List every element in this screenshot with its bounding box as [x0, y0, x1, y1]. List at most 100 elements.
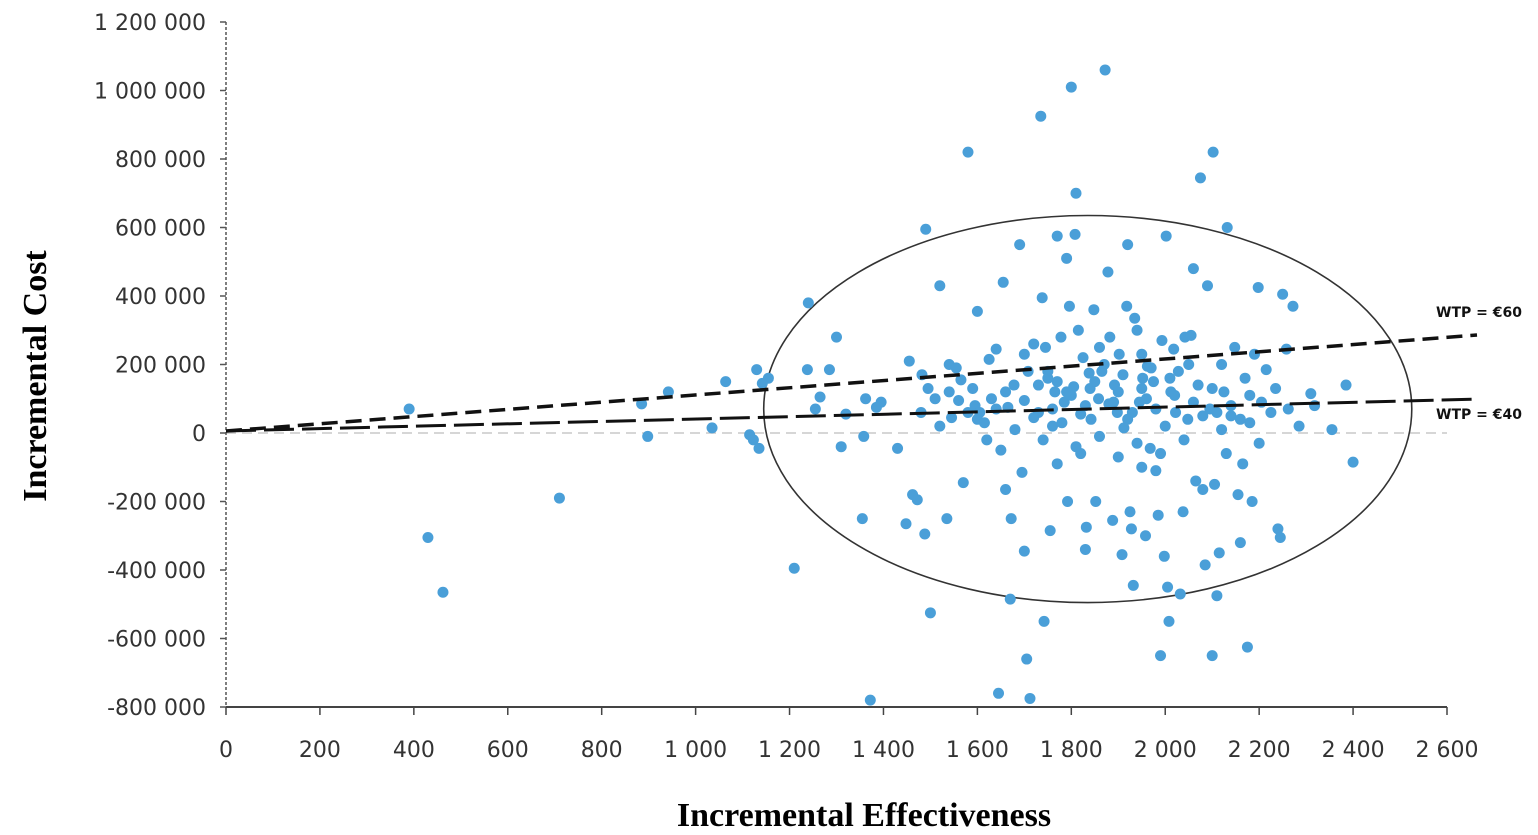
y-tick-label: -200 000 — [107, 491, 206, 516]
data-point — [1244, 417, 1256, 429]
data-point — [814, 391, 826, 403]
data-point — [1004, 593, 1016, 605]
data-point — [1102, 266, 1114, 278]
data-point — [1005, 513, 1017, 525]
data-point — [919, 528, 931, 540]
data-point — [788, 562, 800, 574]
data-point — [1220, 448, 1232, 460]
y-tick-label: -600 000 — [107, 628, 206, 653]
data-point — [1099, 64, 1111, 76]
data-point — [1036, 292, 1048, 304]
data-point — [1000, 484, 1012, 496]
data-point — [1075, 408, 1087, 420]
data-point — [1088, 304, 1100, 316]
data-point — [1104, 331, 1116, 343]
data-point — [1079, 543, 1091, 555]
data-point — [953, 394, 965, 406]
x-axis-title: Incremental Effectiveness — [677, 797, 1051, 834]
data-point — [1150, 465, 1162, 477]
data-point — [831, 331, 842, 343]
x-tick-label: 1 400 — [852, 738, 915, 763]
data-point — [1028, 412, 1040, 424]
data-point — [1253, 437, 1265, 449]
data-point — [1028, 338, 1040, 350]
data-point — [1051, 376, 1063, 388]
data-point — [1093, 341, 1105, 353]
data-point — [1018, 348, 1030, 360]
data-point — [1008, 379, 1020, 391]
data-point — [1090, 496, 1102, 507]
data-point — [946, 412, 958, 424]
x-tick-label: 800 — [581, 738, 623, 763]
x-tick-label: 2 600 — [1416, 738, 1479, 763]
y-axis-title: Incremental Cost — [17, 250, 54, 502]
data-point — [1211, 590, 1223, 602]
data-point — [1021, 653, 1033, 665]
data-point — [720, 376, 732, 388]
data-point — [1201, 280, 1213, 292]
data-point — [1070, 187, 1082, 199]
data-point — [835, 441, 847, 453]
data-point — [1024, 692, 1036, 704]
data-point — [1158, 550, 1170, 562]
data-point — [1051, 458, 1063, 470]
data-point — [1197, 410, 1209, 422]
data-point — [1069, 228, 1081, 240]
data-point — [1093, 430, 1105, 442]
data-point — [1237, 458, 1249, 470]
data-point — [1122, 239, 1134, 251]
data-point — [762, 372, 774, 384]
data-point — [1131, 437, 1143, 449]
data-point — [990, 343, 1002, 355]
data-point — [1061, 252, 1073, 264]
wtp-line — [225, 397, 1478, 433]
data-point — [1147, 376, 1159, 388]
data-point — [1206, 650, 1218, 662]
data-point — [1136, 461, 1148, 473]
y-tick-label: -800 000 — [107, 696, 206, 721]
data-point — [1131, 324, 1143, 336]
data-point — [1168, 343, 1180, 355]
data-point — [856, 513, 868, 525]
data-point — [1164, 372, 1176, 384]
data-point — [1063, 300, 1075, 312]
x-tick-label: 0 — [219, 738, 233, 763]
confidence-ellipse-layer — [762, 214, 1413, 604]
data-point — [858, 430, 870, 442]
data-point — [1056, 417, 1068, 429]
data-point — [1038, 615, 1050, 627]
data-point — [1183, 359, 1195, 370]
data-point — [1152, 509, 1164, 521]
y-tick-label: 600 000 — [115, 217, 206, 242]
data-point — [1113, 348, 1125, 360]
data-point — [801, 364, 813, 376]
scatter-points — [403, 64, 1359, 706]
data-point — [553, 492, 565, 504]
data-point — [422, 531, 434, 543]
data-point — [911, 494, 923, 506]
data-point — [1108, 396, 1120, 408]
data-point — [997, 276, 1009, 288]
x-tick-label: 200 — [299, 738, 341, 763]
wtp-line — [225, 333, 1478, 433]
data-point — [1089, 376, 1101, 388]
data-point — [1241, 641, 1253, 653]
data-point — [1062, 496, 1074, 507]
data-point — [1347, 456, 1359, 468]
data-point — [1160, 230, 1172, 242]
y-tick-label: 800 000 — [115, 148, 206, 173]
data-point — [1065, 81, 1077, 93]
axes — [220, 21, 1448, 715]
data-point — [1199, 559, 1211, 571]
data-point — [1118, 422, 1130, 434]
data-point — [875, 396, 887, 408]
data-point — [1032, 379, 1044, 391]
data-point — [924, 607, 936, 619]
data-point — [1274, 531, 1286, 543]
x-tick-label: 2 400 — [1322, 738, 1385, 763]
data-point — [1225, 410, 1237, 422]
x-tick-label: 600 — [487, 738, 529, 763]
data-point — [1107, 514, 1119, 526]
data-point — [1260, 364, 1272, 376]
data-point — [860, 393, 872, 405]
